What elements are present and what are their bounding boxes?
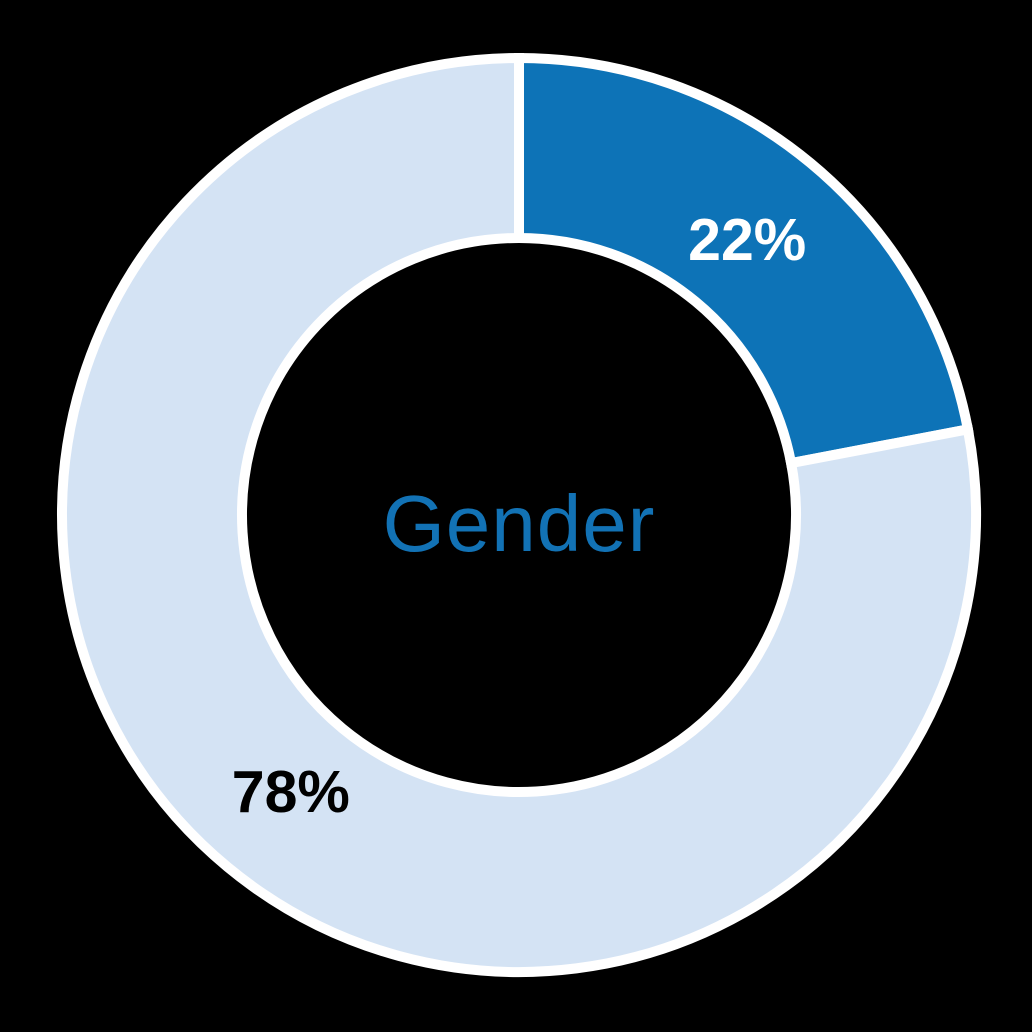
pie-slice-78 — [57, 52, 981, 977]
chart-center-title: Gender — [382, 479, 656, 568]
slice-percentage-label: 22% — [688, 207, 806, 273]
slice-percentage-label: 78% — [232, 759, 350, 825]
pie-slice-22 — [514, 52, 974, 469]
